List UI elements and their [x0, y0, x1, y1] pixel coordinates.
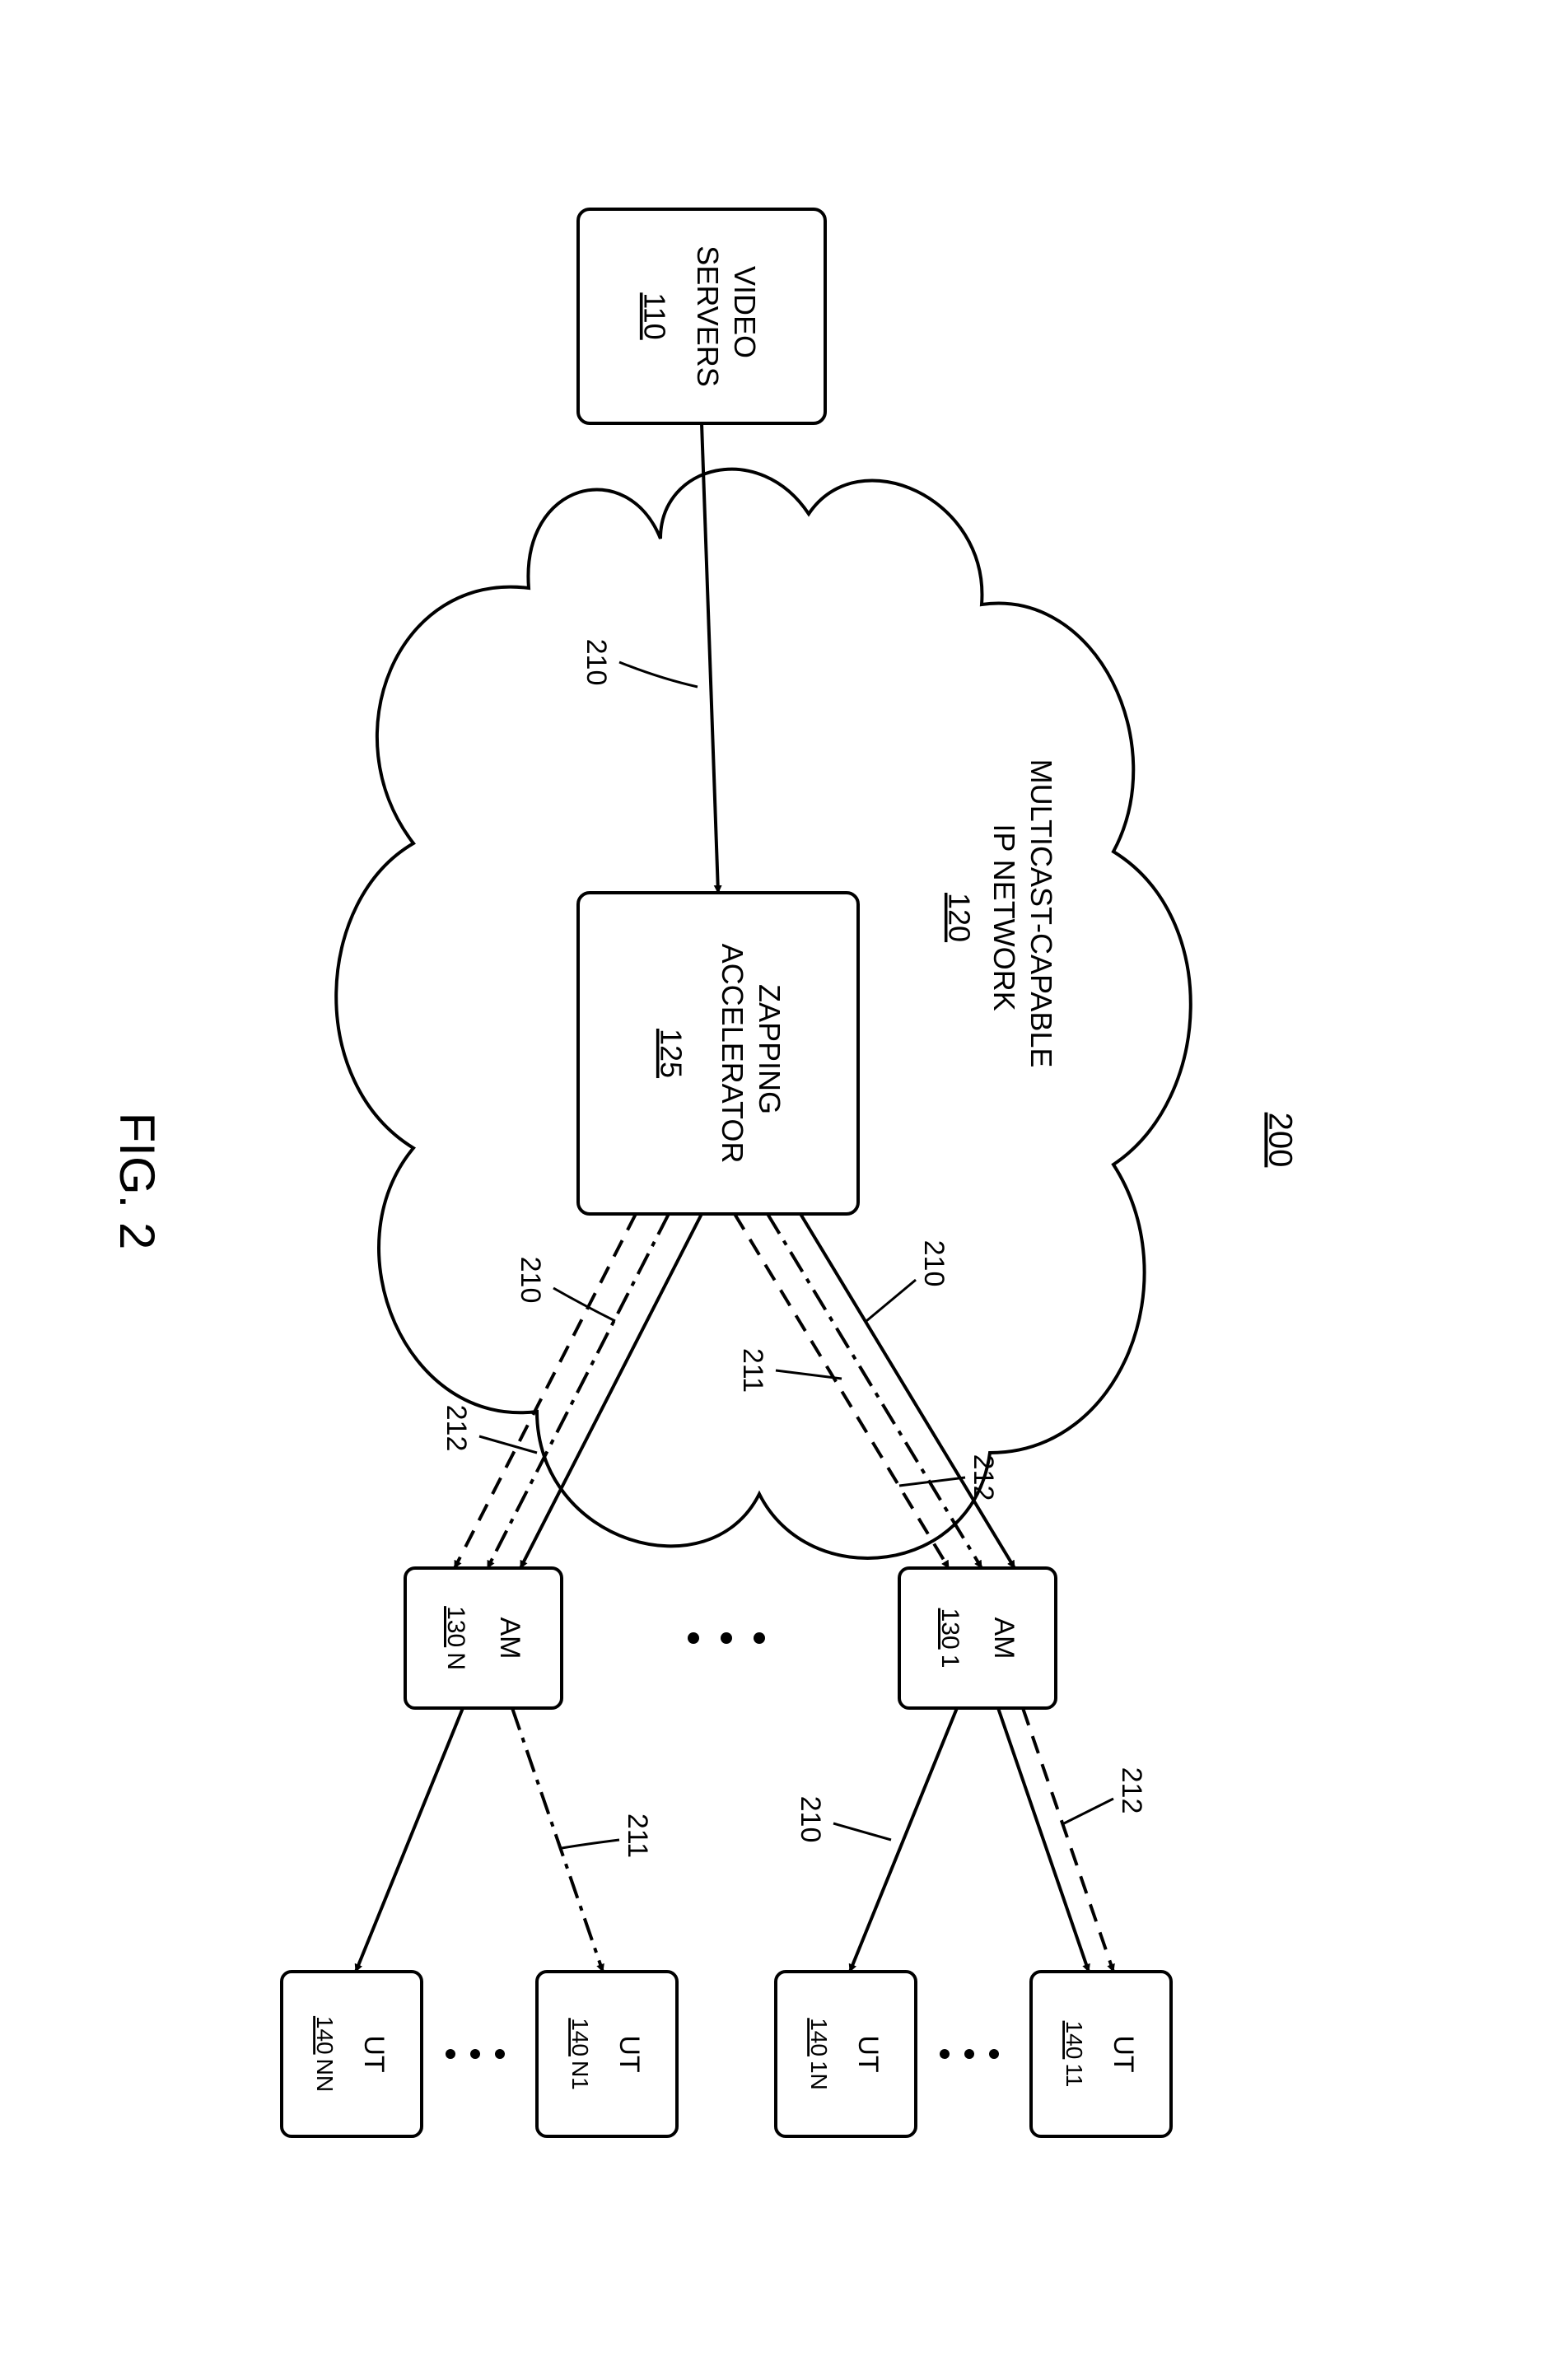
network-ref: 120: [942, 893, 976, 942]
leader-211b: [562, 1840, 619, 1848]
dots-am: [721, 1632, 732, 1644]
leader-212b: [479, 1436, 537, 1453]
ref-210c: 210: [515, 1257, 546, 1304]
ut-1n-label: UT: [852, 2035, 884, 2072]
am-bot-ref: 130N: [442, 1606, 469, 1670]
ut-n1-label: UT: [614, 2035, 645, 2072]
ut-11-label: UT: [1108, 2035, 1139, 2072]
dots-ut-bot: [470, 2049, 480, 2059]
flow-amtop-ut11-dash: [1023, 1708, 1113, 1972]
flow-amtop-ut1n-solid: [850, 1708, 957, 1972]
dots-ut-top: [989, 2049, 999, 2059]
ref-212c: 212: [1116, 1767, 1147, 1814]
ut-n1-box: [537, 1972, 677, 2136]
dots-ut-bot: [446, 2049, 455, 2059]
flow-ambot-utnn-solid: [356, 1708, 463, 1972]
ref-212a: 212: [968, 1454, 999, 1501]
ut-nn-label: UT: [358, 2035, 390, 2072]
ut-n1-ref: 140N1: [567, 2018, 593, 2090]
ref-210a: 210: [581, 639, 612, 686]
ut-1n-ref: 1401N: [806, 2018, 832, 2090]
ref-212b: 212: [441, 1405, 472, 1452]
am-top-label: AM: [988, 1617, 1020, 1659]
ref-211a: 211: [737, 1348, 768, 1393]
ut-1n-box: [776, 1972, 916, 2136]
ut-11-box: [1031, 1972, 1171, 2136]
ut-11-ref: 14011: [1062, 2021, 1087, 2088]
ut-nn-ref: 140NN: [312, 2016, 338, 2092]
diagram-canvas: MULTICAST-CAPABLE IP NETWORK 120 200 VID…: [84, 110, 1484, 2252]
flow-amtop-ut11-solid: [998, 1708, 1089, 1972]
ref-210b: 210: [918, 1240, 950, 1287]
figure-label: FIG. 2: [110, 1113, 165, 1250]
dots-ut-top: [940, 2049, 950, 2059]
am-bot-box: [405, 1568, 562, 1708]
accelerator-ref: 125: [654, 1029, 688, 1078]
am-top-box: [899, 1568, 1056, 1708]
dots-am: [754, 1632, 765, 1644]
system-ref: 200: [1262, 1113, 1298, 1168]
ut-nn-box: [282, 1972, 422, 2136]
am-bot-label: AM: [494, 1617, 525, 1659]
dots-ut-bot: [495, 2049, 505, 2059]
am-top-ref: 1301: [936, 1608, 964, 1669]
diagram-svg: MULTICAST-CAPABLE IP NETWORK 120 200 VID…: [84, 110, 1484, 2252]
dots-am: [688, 1632, 699, 1644]
ref-211b: 211: [622, 1814, 653, 1858]
ref-210d: 210: [795, 1796, 826, 1843]
leader-210d: [833, 1823, 891, 1840]
leader-212c: [1064, 1799, 1113, 1823]
flow-ambot-utn1-dashdot: [512, 1708, 603, 1972]
video-servers-ref: 110: [637, 292, 671, 339]
dots-ut-top: [964, 2049, 974, 2059]
